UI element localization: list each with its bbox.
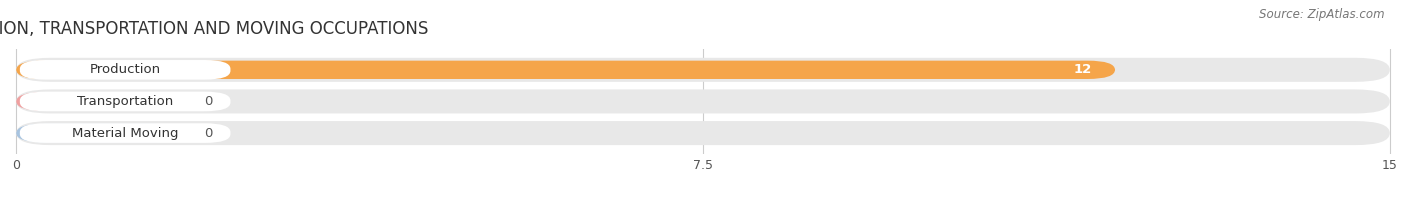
Text: Material Moving: Material Moving <box>72 127 179 140</box>
Text: 0: 0 <box>204 127 212 140</box>
FancyBboxPatch shape <box>20 60 231 80</box>
FancyBboxPatch shape <box>17 124 181 142</box>
FancyBboxPatch shape <box>17 61 1115 79</box>
FancyBboxPatch shape <box>17 92 181 111</box>
FancyBboxPatch shape <box>17 58 1389 82</box>
FancyBboxPatch shape <box>20 123 231 143</box>
Text: PRODUCTION, TRANSPORTATION AND MOVING OCCUPATIONS: PRODUCTION, TRANSPORTATION AND MOVING OC… <box>0 20 427 38</box>
Text: 12: 12 <box>1074 63 1092 76</box>
Text: Transportation: Transportation <box>77 95 173 108</box>
Text: Production: Production <box>90 63 160 76</box>
FancyBboxPatch shape <box>17 89 1389 113</box>
FancyBboxPatch shape <box>17 121 1389 145</box>
FancyBboxPatch shape <box>20 92 231 111</box>
Text: 0: 0 <box>204 95 212 108</box>
Text: Source: ZipAtlas.com: Source: ZipAtlas.com <box>1260 8 1385 21</box>
